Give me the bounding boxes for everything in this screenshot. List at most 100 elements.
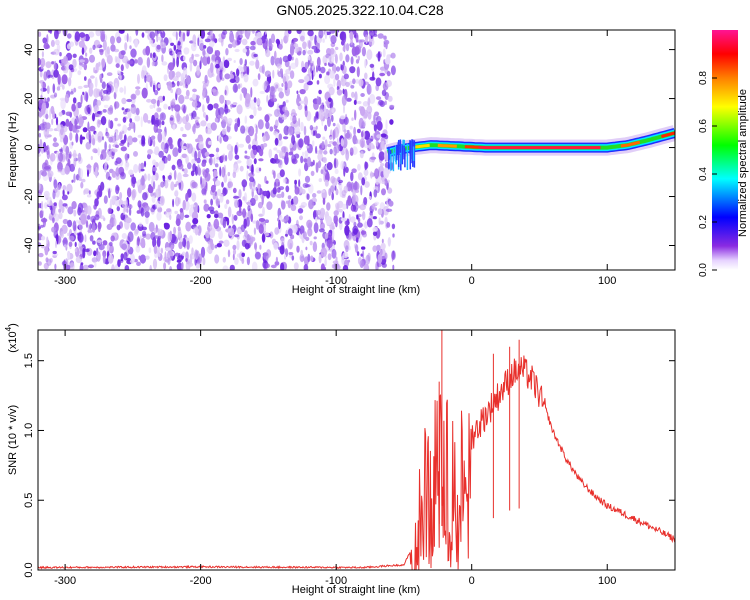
noise-speckle [367, 111, 372, 120]
noise-speckle [138, 255, 141, 260]
noise-speckle [325, 215, 333, 226]
spectrogram-ylabel: Frequency (Hz) [7, 112, 19, 188]
noise-speckle [281, 146, 287, 153]
noise-speckle [324, 258, 327, 267]
noise-speckle [384, 57, 391, 65]
noise-speckle [334, 168, 339, 175]
noise-speckle [108, 176, 112, 181]
noise-speckle [98, 110, 103, 115]
noise-speckle [250, 40, 256, 46]
noise-speckle [107, 108, 114, 115]
noise-speckle [170, 244, 174, 249]
noise-speckle [218, 230, 223, 240]
noise-speckle [234, 154, 240, 160]
noise-speckle [174, 196, 180, 207]
x-tick-label: -100 [325, 575, 347, 587]
noise-speckle [157, 83, 161, 89]
noise-speckle [67, 251, 71, 261]
noise-speckle [152, 82, 156, 93]
noise-speckle [116, 36, 122, 44]
noise-speckle [346, 129, 350, 134]
noise-speckle [97, 221, 101, 233]
noise-speckle [345, 148, 348, 155]
noise-speckle [216, 200, 220, 205]
noise-speckle [362, 211, 366, 221]
noise-speckle [84, 248, 90, 253]
noise-speckle [77, 152, 82, 162]
noise-speckle [329, 109, 332, 118]
noise-speckle [272, 69, 275, 79]
noise-speckle [166, 250, 174, 261]
noise-speckle [145, 216, 149, 225]
noise-speckle [351, 91, 355, 98]
noise-speckle [247, 205, 251, 212]
noise-speckle [321, 141, 325, 149]
y-tick-label: 40 [23, 43, 35, 55]
noise-speckle [272, 187, 277, 195]
noise-speckle [182, 55, 186, 61]
noise-speckle [269, 126, 274, 132]
noise-speckle [40, 82, 44, 87]
y-tick-label: 0.0 [23, 562, 35, 577]
noise-speckle [174, 189, 179, 196]
noise-speckle [204, 74, 208, 84]
noise-speckle [254, 242, 257, 250]
noise-speckle [208, 153, 215, 158]
noise-speckle [192, 88, 197, 93]
noise-speckle [101, 58, 106, 68]
noise-speckle [232, 244, 237, 250]
snr-multiplier-exp: 4 [4, 326, 13, 331]
noise-speckle [113, 91, 117, 100]
noise-speckle [50, 39, 55, 48]
noise-speckle [89, 223, 92, 231]
noise-speckle [350, 85, 355, 89]
noise-speckle [223, 239, 230, 247]
noise-speckle [51, 226, 57, 233]
noise-speckle [265, 263, 270, 269]
noise-speckle [246, 234, 251, 241]
noise-speckle [364, 161, 368, 171]
noise-speckle [134, 115, 141, 122]
noise-speckle [93, 105, 98, 113]
noise-speckle [372, 231, 378, 237]
noise-speckle [227, 206, 232, 218]
noise-speckle [232, 187, 237, 194]
noise-speckle [57, 169, 63, 173]
noise-speckle [88, 190, 91, 195]
noise-speckle [316, 209, 322, 215]
noise-speckle [284, 233, 288, 237]
noise-speckle [277, 70, 283, 78]
noise-speckle [233, 164, 240, 173]
noise-speckle [73, 209, 77, 217]
noise-speckle [115, 167, 120, 177]
noise-speckle [300, 155, 304, 164]
noise-speckle [156, 211, 162, 221]
noise-speckle [118, 50, 125, 60]
noise-speckle [291, 224, 298, 234]
noise-speckle [140, 69, 145, 79]
noise-speckle [197, 150, 201, 160]
noise-speckle [341, 95, 347, 106]
noise-speckle [118, 30, 125, 34]
noise-speckle [156, 44, 161, 50]
noise-speckle [116, 224, 121, 231]
noise-speckle [376, 96, 382, 100]
noise-speckle [143, 113, 149, 123]
noise-speckle [241, 87, 248, 94]
noise-speckle [62, 185, 67, 191]
noise-speckle [164, 247, 171, 252]
snr-frame [37, 329, 676, 571]
noise-speckle [315, 133, 321, 139]
noise-speckle [38, 261, 42, 266]
noise-speckle [94, 261, 97, 268]
noise-speckle [261, 64, 265, 74]
noise-speckle [222, 256, 226, 263]
noise-speckle [76, 101, 82, 109]
noise-speckle [192, 217, 199, 225]
noise-speckle [140, 207, 145, 217]
noise-speckle [328, 55, 335, 64]
noise-speckle [318, 89, 322, 95]
noise-speckle [261, 194, 264, 206]
noise-speckle [109, 198, 112, 210]
noise-speckle [298, 138, 304, 148]
